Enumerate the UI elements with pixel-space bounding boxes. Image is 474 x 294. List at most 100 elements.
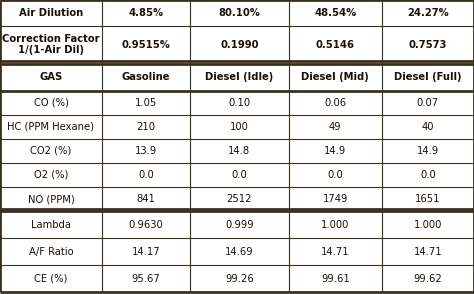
Bar [0, 187, 102, 211]
Bar [102, 91, 190, 115]
Text: 841: 841 [137, 194, 155, 204]
Text: 95.67: 95.67 [131, 274, 160, 284]
Bar [190, 64, 289, 91]
Bar [382, 163, 474, 187]
Bar [190, 26, 289, 64]
Text: 1.05: 1.05 [135, 98, 157, 108]
Text: Diesel (Full): Diesel (Full) [394, 72, 462, 82]
Bar [289, 115, 382, 139]
Text: 0.0: 0.0 [138, 170, 154, 180]
Bar [382, 26, 474, 64]
Text: 99.62: 99.62 [413, 274, 442, 284]
Text: 0.06: 0.06 [324, 98, 346, 108]
Text: 0.0: 0.0 [420, 170, 436, 180]
Bar [289, 265, 382, 292]
Text: 24.27%: 24.27% [407, 8, 449, 18]
Text: 1749: 1749 [323, 194, 348, 204]
Bar [0, 0, 102, 26]
Text: 1.000: 1.000 [414, 220, 442, 230]
Bar [289, 187, 382, 211]
Text: 49: 49 [329, 122, 342, 132]
Bar [0, 163, 102, 187]
Text: 14.69: 14.69 [225, 247, 254, 257]
Bar [190, 265, 289, 292]
Text: 0.5146: 0.5146 [316, 40, 355, 50]
Text: Correction Factor
1/(1-Air Dil): Correction Factor 1/(1-Air Dil) [2, 34, 100, 56]
Text: 1.000: 1.000 [321, 220, 349, 230]
Bar [190, 139, 289, 163]
Bar [0, 238, 102, 265]
Text: 210: 210 [136, 122, 155, 132]
Bar [289, 26, 382, 64]
Text: 0.7573: 0.7573 [409, 40, 447, 50]
Bar [382, 0, 474, 26]
Bar [0, 139, 102, 163]
Bar [289, 91, 382, 115]
Text: 14.8: 14.8 [228, 146, 250, 156]
Text: 14.71: 14.71 [321, 247, 350, 257]
Bar [382, 265, 474, 292]
Text: Diesel (Idle): Diesel (Idle) [205, 72, 273, 82]
Bar [382, 187, 474, 211]
Bar [382, 238, 474, 265]
Text: Lambda: Lambda [31, 220, 71, 230]
Bar [289, 163, 382, 187]
Text: 100: 100 [230, 122, 249, 132]
Bar [289, 211, 382, 238]
Bar [102, 115, 190, 139]
Text: 4.85%: 4.85% [128, 8, 164, 18]
Bar [0, 115, 102, 139]
Text: 14.71: 14.71 [413, 247, 442, 257]
Bar [102, 211, 190, 238]
Text: Diesel (Mid): Diesel (Mid) [301, 72, 369, 82]
Text: 0.10: 0.10 [228, 98, 250, 108]
Bar [102, 187, 190, 211]
Text: 80.10%: 80.10% [219, 8, 260, 18]
Bar [289, 238, 382, 265]
Bar [190, 211, 289, 238]
Bar [0, 26, 102, 64]
Text: 40: 40 [421, 122, 434, 132]
Text: CO2 (%): CO2 (%) [30, 146, 72, 156]
Bar [382, 115, 474, 139]
Bar [0, 64, 102, 91]
Text: HC (PPM Hexane): HC (PPM Hexane) [8, 122, 94, 132]
Text: GAS: GAS [39, 72, 63, 82]
Text: 14.17: 14.17 [131, 247, 160, 257]
Bar [190, 163, 289, 187]
Text: 0.07: 0.07 [417, 98, 439, 108]
Text: Air Dilution: Air Dilution [19, 8, 83, 18]
Text: 99.61: 99.61 [321, 274, 350, 284]
Text: 0.0: 0.0 [328, 170, 343, 180]
Text: 0.999: 0.999 [225, 220, 254, 230]
Bar [102, 0, 190, 26]
Bar [190, 91, 289, 115]
Bar [190, 187, 289, 211]
Bar [102, 139, 190, 163]
Bar [0, 211, 102, 238]
Text: Gasoline: Gasoline [121, 72, 170, 82]
Text: 48.54%: 48.54% [314, 8, 356, 18]
Text: 0.1990: 0.1990 [220, 40, 259, 50]
Text: 99.26: 99.26 [225, 274, 254, 284]
Bar [190, 0, 289, 26]
Text: 0.9515%: 0.9515% [121, 40, 170, 50]
Bar [289, 0, 382, 26]
Bar [102, 26, 190, 64]
Text: 14.9: 14.9 [417, 146, 439, 156]
Text: 1651: 1651 [415, 194, 440, 204]
Text: CE (%): CE (%) [34, 274, 68, 284]
Text: 14.9: 14.9 [324, 146, 346, 156]
Bar [289, 139, 382, 163]
Bar [382, 211, 474, 238]
Bar [102, 163, 190, 187]
Bar [190, 115, 289, 139]
Text: 13.9: 13.9 [135, 146, 157, 156]
Bar [102, 238, 190, 265]
Text: NO (PPM): NO (PPM) [27, 194, 74, 204]
Bar [102, 64, 190, 91]
Bar [0, 91, 102, 115]
Bar [382, 139, 474, 163]
Bar [0, 265, 102, 292]
Bar [102, 265, 190, 292]
